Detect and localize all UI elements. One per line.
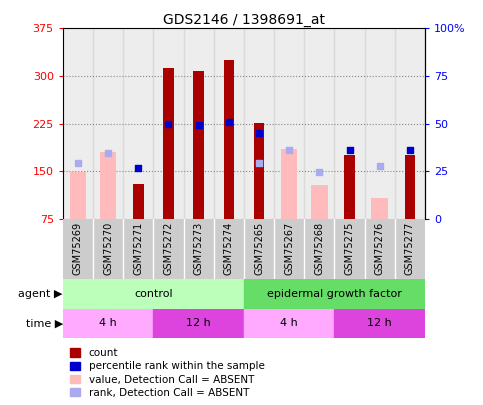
Bar xyxy=(244,219,274,279)
Point xyxy=(225,119,233,126)
Bar xyxy=(334,28,365,219)
Text: GSM75271: GSM75271 xyxy=(133,222,143,275)
Bar xyxy=(63,279,244,309)
Text: agent ▶: agent ▶ xyxy=(18,289,63,299)
Text: time ▶: time ▶ xyxy=(26,318,63,328)
Text: GSM75277: GSM75277 xyxy=(405,222,415,275)
Point xyxy=(285,147,293,153)
Bar xyxy=(224,60,234,219)
Text: control: control xyxy=(134,289,172,299)
Bar xyxy=(254,123,264,219)
Point xyxy=(195,122,202,128)
Bar xyxy=(334,219,365,279)
Bar xyxy=(395,28,425,219)
Text: 12 h: 12 h xyxy=(368,318,392,328)
Text: GSM75268: GSM75268 xyxy=(314,222,325,275)
Text: GSM75274: GSM75274 xyxy=(224,222,234,275)
Bar xyxy=(395,219,425,279)
Bar xyxy=(213,219,244,279)
Bar xyxy=(304,28,334,219)
Text: GSM75270: GSM75270 xyxy=(103,222,113,275)
Point xyxy=(165,121,172,128)
Bar xyxy=(123,219,154,279)
Bar xyxy=(154,219,184,279)
Bar xyxy=(123,28,154,219)
Point xyxy=(346,147,354,153)
Point xyxy=(406,147,414,153)
Text: GSM75276: GSM75276 xyxy=(375,222,385,275)
Bar xyxy=(154,28,184,219)
Text: GSM75275: GSM75275 xyxy=(344,222,355,275)
Point xyxy=(315,169,323,176)
Bar xyxy=(133,184,143,219)
Title: GDS2146 / 1398691_at: GDS2146 / 1398691_at xyxy=(163,13,325,27)
Text: GSM75265: GSM75265 xyxy=(254,222,264,275)
Bar xyxy=(93,219,123,279)
Bar xyxy=(244,279,425,309)
Bar xyxy=(334,309,425,338)
Legend: count, percentile rank within the sample, value, Detection Call = ABSENT, rank, : count, percentile rank within the sample… xyxy=(68,346,267,400)
Point xyxy=(134,165,142,171)
Bar xyxy=(63,219,93,279)
Bar xyxy=(365,219,395,279)
Bar xyxy=(184,219,213,279)
Text: epidermal growth factor: epidermal growth factor xyxy=(267,289,402,299)
Bar xyxy=(244,309,334,338)
Bar xyxy=(274,28,304,219)
Point xyxy=(74,160,82,166)
Bar xyxy=(244,28,274,219)
Bar xyxy=(63,309,154,338)
Bar xyxy=(281,149,298,219)
Point xyxy=(255,160,263,166)
Bar xyxy=(365,28,395,219)
Point xyxy=(104,150,112,157)
Bar xyxy=(344,155,355,219)
Bar xyxy=(311,185,327,219)
Text: GSM75273: GSM75273 xyxy=(194,222,204,275)
Bar xyxy=(371,198,388,219)
Text: GSM75267: GSM75267 xyxy=(284,222,294,275)
Bar xyxy=(63,28,93,219)
Text: 4 h: 4 h xyxy=(99,318,117,328)
Point xyxy=(376,163,384,169)
Text: GSM75269: GSM75269 xyxy=(73,222,83,275)
Text: GSM75272: GSM75272 xyxy=(163,222,173,275)
Text: 4 h: 4 h xyxy=(280,318,298,328)
Bar xyxy=(100,152,116,219)
Bar xyxy=(213,28,244,219)
Bar xyxy=(163,68,174,219)
Bar xyxy=(193,71,204,219)
Point xyxy=(255,130,263,136)
Bar xyxy=(184,28,213,219)
Text: 12 h: 12 h xyxy=(186,318,211,328)
Bar xyxy=(274,219,304,279)
Bar xyxy=(93,28,123,219)
Bar xyxy=(304,219,334,279)
Bar xyxy=(70,173,86,219)
Bar xyxy=(154,309,244,338)
Bar xyxy=(405,155,415,219)
